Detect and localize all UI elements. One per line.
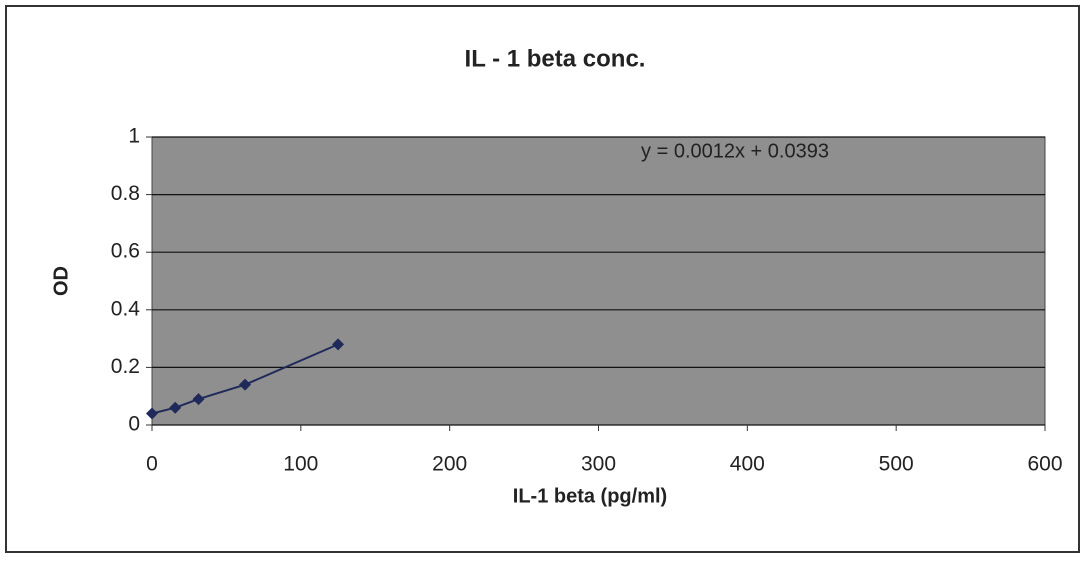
x-tick-label: 200	[432, 453, 467, 476]
y-tick-label: 0.4	[111, 297, 141, 320]
x-tick-label: 400	[730, 453, 765, 476]
y-tick-label: 0.8	[111, 182, 140, 205]
y-tick-label: 0	[128, 413, 140, 436]
y-axis-label: OD	[50, 266, 72, 296]
x-tick-label: 500	[879, 453, 914, 476]
trendline-equation: y = 0.0012x + 0.0393	[641, 140, 829, 162]
y-tick-label: 1	[128, 125, 140, 148]
x-tick-label: 0	[146, 453, 158, 476]
y-tick-label: 0.6	[111, 240, 140, 263]
chart: IL - 1 beta conc. IL-1 beta (pg/ml) OD y…	[0, 0, 1085, 558]
chart-title: IL - 1 beta conc.	[465, 45, 646, 72]
y-tick-label: 0.2	[111, 355, 140, 378]
x-tick-label: 100	[283, 453, 318, 476]
x-axis-label: IL-1 beta (pg/ml)	[513, 485, 667, 507]
plot-area	[152, 137, 1045, 425]
x-tick-label: 600	[1027, 453, 1062, 476]
x-tick-label: 300	[581, 453, 616, 476]
